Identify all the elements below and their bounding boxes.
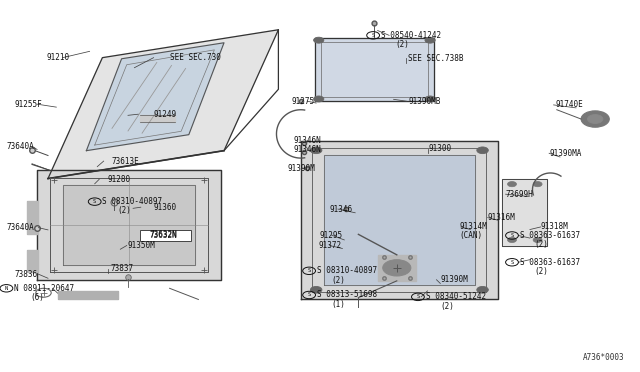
Text: S 08363-61637: S 08363-61637 bbox=[520, 258, 580, 267]
Text: 91210: 91210 bbox=[46, 53, 69, 62]
Text: 91350M: 91350M bbox=[128, 241, 156, 250]
Circle shape bbox=[477, 147, 488, 154]
Text: 73632N: 73632N bbox=[150, 231, 177, 240]
Circle shape bbox=[508, 237, 516, 243]
Text: S: S bbox=[371, 33, 375, 38]
Text: 73837: 73837 bbox=[111, 264, 134, 273]
Text: (2): (2) bbox=[117, 206, 131, 215]
Polygon shape bbox=[324, 155, 475, 285]
Polygon shape bbox=[37, 170, 221, 280]
Circle shape bbox=[477, 286, 488, 293]
Circle shape bbox=[310, 147, 322, 154]
Text: 91300: 91300 bbox=[429, 144, 452, 153]
Text: SEE SEC.730: SEE SEC.730 bbox=[170, 53, 220, 62]
Text: 91360: 91360 bbox=[154, 203, 177, 212]
Text: (CAN): (CAN) bbox=[460, 231, 483, 240]
Polygon shape bbox=[63, 185, 195, 265]
Text: S: S bbox=[93, 199, 97, 204]
Text: S: S bbox=[416, 294, 420, 299]
Text: 91295: 91295 bbox=[320, 231, 343, 240]
Bar bbox=[58, 291, 118, 299]
Text: 91275: 91275 bbox=[291, 97, 314, 106]
Text: (2): (2) bbox=[534, 240, 548, 249]
Text: 91255F: 91255F bbox=[14, 100, 42, 109]
Text: (2): (2) bbox=[332, 276, 346, 285]
Text: S: S bbox=[307, 268, 311, 273]
Text: (2): (2) bbox=[440, 302, 454, 311]
Text: SEE SEC.738B: SEE SEC.738B bbox=[408, 54, 464, 63]
Text: S 08340-51242: S 08340-51242 bbox=[426, 292, 486, 301]
Text: 73632N: 73632N bbox=[149, 230, 177, 239]
Circle shape bbox=[508, 182, 516, 187]
Text: 91390M: 91390M bbox=[288, 164, 316, 173]
Text: S: S bbox=[510, 233, 514, 238]
Bar bbox=[140, 115, 175, 122]
Text: N 08911-20647: N 08911-20647 bbox=[14, 284, 74, 293]
Text: 91346N: 91346N bbox=[293, 145, 321, 154]
Text: N: N bbox=[4, 286, 8, 291]
Text: 91316M: 91316M bbox=[488, 213, 515, 222]
Text: 91346: 91346 bbox=[330, 205, 353, 214]
Text: 73613E: 73613E bbox=[112, 157, 140, 166]
Text: 91318M: 91318M bbox=[541, 222, 568, 231]
Text: 73836: 73836 bbox=[14, 270, 37, 279]
Bar bbox=[27, 201, 38, 234]
Polygon shape bbox=[315, 38, 434, 101]
Text: S 08310-40897: S 08310-40897 bbox=[317, 266, 377, 275]
Text: 73699H: 73699H bbox=[506, 190, 533, 199]
Text: S 08363-61637: S 08363-61637 bbox=[520, 231, 580, 240]
Text: 91372: 91372 bbox=[319, 241, 342, 250]
Text: 91390MB: 91390MB bbox=[408, 97, 441, 106]
Text: 91314M: 91314M bbox=[460, 222, 487, 231]
FancyBboxPatch shape bbox=[140, 230, 191, 241]
Circle shape bbox=[310, 286, 322, 293]
Text: (6): (6) bbox=[31, 293, 45, 302]
Circle shape bbox=[581, 111, 609, 127]
Circle shape bbox=[425, 37, 435, 43]
Circle shape bbox=[425, 96, 435, 102]
Circle shape bbox=[588, 115, 603, 124]
Text: S 08313-51698: S 08313-51698 bbox=[317, 291, 377, 299]
Circle shape bbox=[533, 182, 542, 187]
Polygon shape bbox=[48, 30, 278, 179]
Circle shape bbox=[314, 37, 324, 43]
Text: (1): (1) bbox=[332, 300, 346, 309]
Text: (2): (2) bbox=[396, 40, 410, 49]
Polygon shape bbox=[86, 43, 224, 151]
Text: S 08310-40897: S 08310-40897 bbox=[102, 197, 163, 206]
Text: 91249: 91249 bbox=[154, 110, 177, 119]
Text: 73640A: 73640A bbox=[6, 142, 34, 151]
Text: S 08540-41242: S 08540-41242 bbox=[381, 31, 441, 40]
Text: 91390MA: 91390MA bbox=[549, 149, 582, 158]
Text: S: S bbox=[307, 292, 311, 298]
Circle shape bbox=[533, 237, 542, 243]
Circle shape bbox=[383, 260, 411, 276]
Circle shape bbox=[314, 96, 324, 102]
Text: 91280: 91280 bbox=[108, 175, 131, 184]
Bar bbox=[378, 255, 416, 281]
Text: S: S bbox=[510, 260, 514, 265]
Bar bbox=[27, 250, 38, 272]
Text: 91346N: 91346N bbox=[293, 136, 321, 145]
Text: 91740E: 91740E bbox=[556, 100, 583, 109]
Text: 73640A: 73640A bbox=[6, 223, 34, 232]
Polygon shape bbox=[301, 141, 498, 299]
Polygon shape bbox=[502, 179, 547, 246]
Text: A736*0003: A736*0003 bbox=[582, 353, 624, 362]
Text: (2): (2) bbox=[534, 267, 548, 276]
Text: 91390M: 91390M bbox=[440, 275, 468, 284]
